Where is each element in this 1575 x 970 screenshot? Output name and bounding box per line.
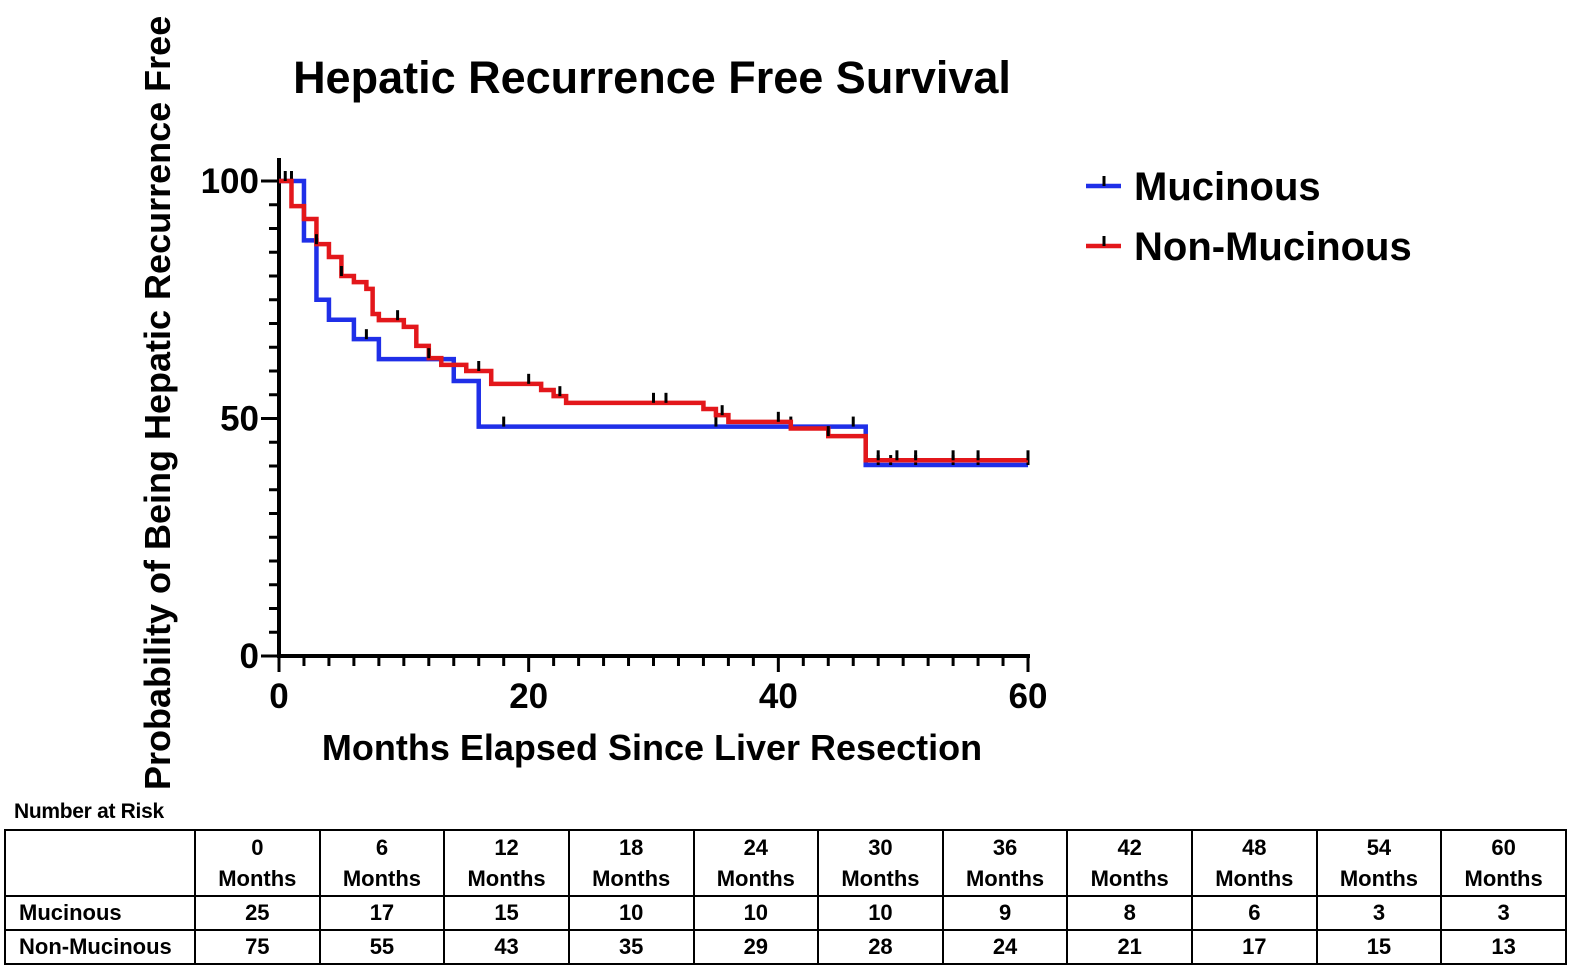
y-tick-label: 0 (240, 637, 259, 676)
risk-cell: 3 (1315, 895, 1443, 931)
risk-column-header: 48 Months (1191, 829, 1318, 897)
risk-column-unit: Months (716, 866, 795, 891)
x-tick-label: 40 (759, 677, 798, 716)
risk-cell: 35 (567, 929, 695, 965)
risk-cell: 24 (941, 929, 1069, 965)
risk-cell: 25 (194, 895, 321, 931)
series-line-non-mucinous (279, 178, 1028, 463)
risk-row: Non-Mucinous 75 55 43 35 29 28 24 21 17 15 13 (4, 929, 1567, 965)
risk-column-header: 0 Months (194, 829, 321, 897)
x-tick-label: 20 (509, 677, 548, 716)
chart-title: Hepatic Recurrence Free Survival (293, 52, 1011, 103)
risk-column-header: 6 Months (318, 829, 446, 897)
risk-column-unit: Months (841, 866, 920, 891)
risk-column-value: 54 (1366, 835, 1392, 860)
risk-column-value: 0 (251, 835, 264, 860)
risk-column-header: 30 Months (817, 829, 944, 897)
risk-cell: 10 (692, 895, 820, 931)
survival-chart: Hepatic Recurrence Free Survival Probabi… (137, 16, 1412, 790)
series-layer (279, 171, 1030, 468)
risk-column-header: 42 Months (1066, 829, 1193, 897)
risk-column-unit: Months (218, 866, 297, 891)
risk-column-header: 12 Months (443, 829, 570, 897)
risk-column-unit: Months (1215, 866, 1294, 891)
risk-column-unit: Months (1090, 866, 1169, 891)
risk-column-header: 54 Months (1315, 829, 1443, 897)
risk-cell: 15 (1315, 929, 1443, 965)
legend: Mucinous Non-Mucinous (1086, 165, 1412, 269)
risk-cell: 3 (1440, 895, 1567, 931)
risk-column-unit: Months (592, 866, 671, 891)
risk-column-value: 42 (1117, 835, 1142, 860)
risk-cell: 28 (817, 929, 944, 965)
y-axis-label: Probability of Being Hepatic Recurrence … (137, 16, 178, 790)
risk-cell: 17 (318, 895, 446, 931)
risk-column-unit: Months (1339, 866, 1419, 891)
risk-row-name: Mucinous (4, 895, 196, 931)
x-axis-label: Months Elapsed Since Liver Resection (322, 727, 982, 768)
series-line-mucinous (279, 178, 1028, 468)
risk-column-unit: Months (467, 866, 546, 891)
risk-column-value: 30 (868, 835, 893, 860)
y-tick-label: 100 (201, 162, 259, 201)
risk-cell: 15 (443, 895, 570, 931)
y-tick-label: 50 (220, 400, 259, 439)
risk-header-row: 0 Months 6 Months 12 Months 18 Months 24 Months 30… (4, 829, 1567, 897)
risk-cell: 75 (194, 929, 321, 965)
risk-cell: 43 (443, 929, 570, 965)
risk-column-header: 18 Months (567, 829, 695, 897)
risk-cell: 21 (1066, 929, 1193, 965)
risk-cell: 6 (1191, 895, 1318, 931)
risk-column-unit: Months (342, 866, 422, 891)
risk-row: Mucinous 25 17 15 10 10 10 9 8 6 3 3 (4, 895, 1567, 931)
risk-header-corner (4, 829, 196, 897)
number-at-risk-table: 0 Months 6 Months 12 Months 18 Months 24 Months 30… (4, 829, 1567, 965)
risk-column-value: 6 (375, 835, 389, 860)
risk-column-value: 24 (743, 835, 769, 860)
risk-cell: 10 (567, 895, 695, 931)
x-tick-label: 60 (1009, 677, 1048, 716)
legend-label-mucinous: Mucinous (1134, 165, 1321, 209)
risk-column-value: 18 (618, 835, 644, 860)
legend-label-non-mucinous: Non-Mucinous (1134, 225, 1412, 269)
axes: 0 50 100 0 20 40 60 (201, 158, 1048, 716)
risk-cell: 17 (1191, 929, 1318, 965)
risk-column-header: 60 Months (1440, 829, 1567, 897)
risk-column-value: 12 (494, 835, 519, 860)
risk-table-caption: Number at Risk (14, 800, 164, 823)
risk-column-value: 60 (1491, 835, 1516, 860)
risk-cell: 29 (692, 929, 820, 965)
risk-cell: 9 (941, 895, 1069, 931)
risk-column-unit: Months (1464, 866, 1543, 891)
risk-column-header: 24 Months (692, 829, 820, 897)
risk-column-unit: Months (965, 866, 1045, 891)
risk-cell: 10 (817, 895, 944, 931)
risk-column-header: 36 Months (941, 829, 1069, 897)
x-tick-label: 0 (269, 677, 288, 716)
risk-cell: 8 (1066, 895, 1193, 931)
risk-column-value: 36 (992, 835, 1018, 860)
risk-row-name: Non-Mucinous (4, 929, 196, 965)
risk-cell: 13 (1440, 929, 1567, 965)
risk-cell: 55 (318, 929, 446, 965)
risk-column-value: 48 (1242, 835, 1267, 860)
